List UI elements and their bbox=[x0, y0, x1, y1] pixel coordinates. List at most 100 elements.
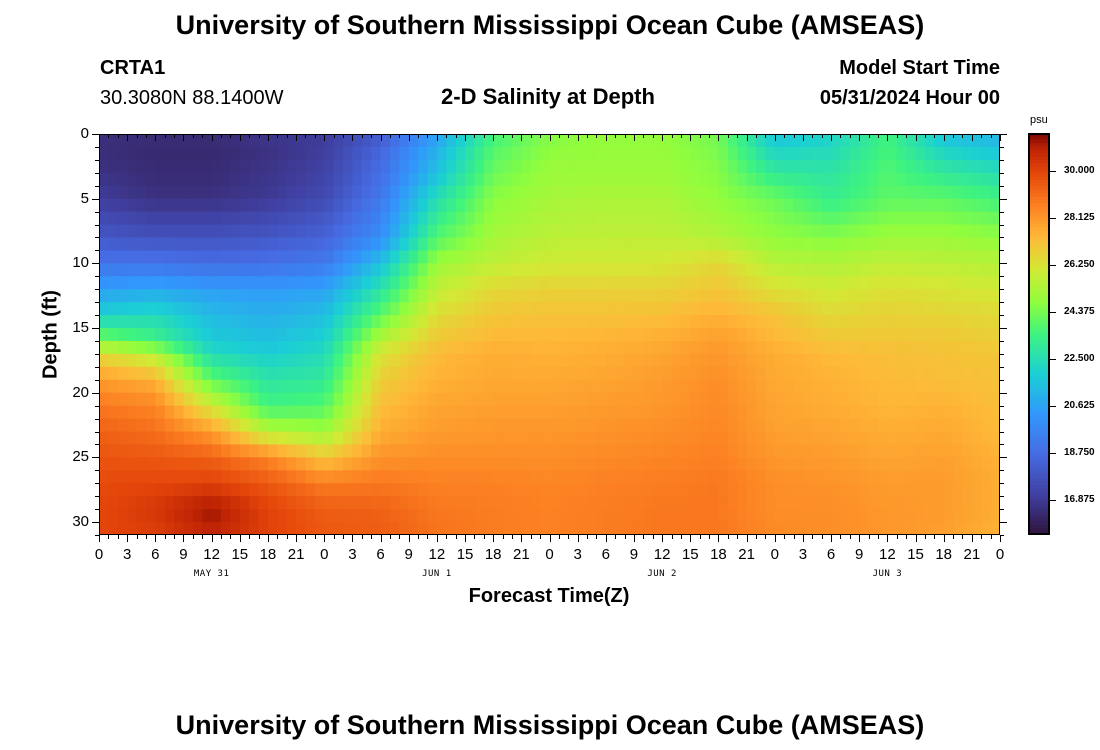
heatmap-cell bbox=[971, 185, 982, 200]
y-tick-mark bbox=[1000, 341, 1004, 342]
heatmap-cell bbox=[389, 457, 400, 471]
heatmap-cell bbox=[727, 444, 738, 458]
heatmap-cell bbox=[465, 198, 476, 213]
heatmap-cell bbox=[831, 328, 842, 342]
heatmap-cell bbox=[802, 418, 813, 433]
heatmap-cell bbox=[831, 405, 842, 420]
heatmap-cell bbox=[99, 522, 109, 535]
heatmap-cell bbox=[399, 134, 410, 148]
heatmap-cell bbox=[755, 172, 766, 187]
heatmap-cell bbox=[399, 250, 410, 264]
heatmap-cell bbox=[558, 185, 569, 200]
heatmap-cell bbox=[352, 444, 363, 458]
y-tick-mark bbox=[1000, 393, 1007, 394]
x-tick-mark bbox=[568, 134, 569, 138]
heatmap-cell bbox=[962, 289, 973, 303]
heatmap-cell bbox=[784, 159, 795, 174]
heatmap-cell bbox=[314, 237, 325, 252]
heatmap-cell bbox=[840, 250, 851, 264]
x-tick-mark bbox=[662, 134, 663, 141]
heatmap-cell bbox=[324, 185, 335, 200]
heatmap-cell bbox=[324, 198, 335, 213]
heatmap-cell bbox=[643, 444, 654, 458]
y-tick-mark bbox=[1000, 496, 1004, 497]
heatmap-cell bbox=[127, 405, 138, 420]
heatmap-cell bbox=[483, 315, 494, 329]
heatmap-cell bbox=[145, 496, 156, 510]
heatmap-cell bbox=[887, 340, 898, 355]
heatmap-cell bbox=[624, 289, 635, 303]
heatmap-cell bbox=[371, 224, 382, 239]
heatmap-cell bbox=[840, 315, 851, 329]
heatmap-cell bbox=[174, 172, 185, 187]
x-tick-mark bbox=[334, 134, 335, 138]
heatmap-cell bbox=[296, 211, 307, 226]
heatmap-cell bbox=[587, 444, 598, 458]
heatmap-cell bbox=[774, 146, 785, 161]
heatmap-cell bbox=[343, 315, 354, 329]
heatmap-cell bbox=[793, 379, 804, 394]
heatmap-cell bbox=[906, 444, 917, 458]
heatmap-cell bbox=[784, 418, 795, 433]
colorbar-segment bbox=[1028, 367, 1050, 372]
heatmap-cell bbox=[953, 315, 964, 329]
x-tick-mark bbox=[362, 134, 363, 138]
heatmap-cell bbox=[314, 457, 325, 471]
heatmap-cell bbox=[286, 302, 297, 316]
x-tick-mark bbox=[352, 134, 353, 141]
heatmap-cell bbox=[934, 263, 945, 277]
heatmap-cell bbox=[990, 328, 1000, 342]
heatmap-cell bbox=[258, 289, 269, 303]
heatmap-cell bbox=[755, 483, 766, 497]
heatmap-cell bbox=[746, 509, 757, 523]
y-tick-mark bbox=[1000, 522, 1007, 523]
heatmap-cell bbox=[267, 392, 278, 407]
heatmap-cell bbox=[446, 146, 457, 161]
heatmap-cell bbox=[831, 522, 842, 535]
heatmap-cell bbox=[277, 185, 288, 200]
x-tick-mark bbox=[690, 535, 691, 542]
heatmap-cell bbox=[277, 224, 288, 239]
heatmap-cell bbox=[192, 237, 203, 252]
heatmap-cell bbox=[502, 366, 513, 381]
heatmap-cell bbox=[633, 366, 644, 381]
heatmap-cell bbox=[859, 250, 870, 264]
heatmap-cell bbox=[436, 366, 447, 381]
heatmap-cell bbox=[924, 224, 935, 239]
heatmap-cell bbox=[633, 315, 644, 329]
heatmap-cell bbox=[718, 276, 729, 290]
heatmap-cell bbox=[990, 470, 1000, 484]
heatmap-cell bbox=[990, 134, 1000, 148]
heatmap-cell bbox=[943, 353, 954, 368]
heatmap-cell bbox=[483, 159, 494, 174]
heatmap-cell bbox=[380, 198, 391, 213]
heatmap-cell bbox=[605, 483, 616, 497]
heatmap-cell bbox=[333, 522, 344, 535]
heatmap-cell bbox=[784, 522, 795, 535]
heatmap-cell bbox=[399, 328, 410, 342]
heatmap-cell bbox=[896, 198, 907, 213]
heatmap-cell bbox=[352, 276, 363, 290]
heatmap-cell bbox=[755, 198, 766, 213]
heatmap-cell bbox=[680, 509, 691, 523]
heatmap-cell bbox=[643, 134, 654, 148]
heatmap-cell bbox=[615, 250, 626, 264]
heatmap-cell bbox=[718, 159, 729, 174]
heatmap-cell bbox=[990, 444, 1000, 458]
heatmap-cell bbox=[389, 276, 400, 290]
heatmap-cell bbox=[596, 159, 607, 174]
heatmap-cell bbox=[549, 353, 560, 368]
heatmap-cell bbox=[530, 302, 541, 316]
heatmap-cell bbox=[727, 134, 738, 148]
heatmap-cell bbox=[568, 263, 579, 277]
heatmap-cell bbox=[859, 185, 870, 200]
heatmap-cell bbox=[605, 224, 616, 239]
heatmap-cell bbox=[540, 198, 551, 213]
heatmap-cell bbox=[221, 379, 231, 394]
heatmap-cell bbox=[709, 289, 720, 303]
heatmap-cell bbox=[549, 392, 560, 407]
heatmap-cell bbox=[765, 444, 776, 458]
heatmap-cell bbox=[868, 405, 879, 420]
heatmap-cell bbox=[380, 159, 391, 174]
x-tick-label: 6 bbox=[151, 546, 160, 563]
